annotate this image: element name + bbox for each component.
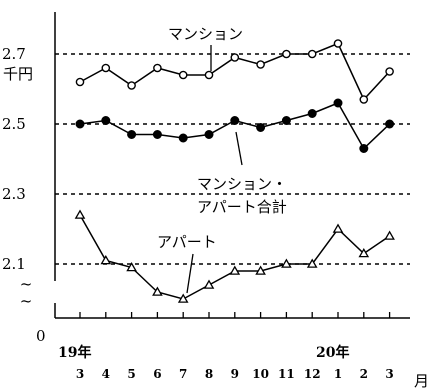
series-line [79, 214, 391, 300]
data-point [333, 39, 343, 48]
data-point [74, 209, 86, 219]
data-point [204, 70, 214, 80]
data-point [307, 49, 317, 59]
x-tick-label: 11 [278, 367, 295, 381]
x-tick-label: 3 [76, 367, 84, 381]
data-point [256, 123, 266, 132]
data-point [229, 265, 241, 275]
series-line [79, 102, 391, 150]
series-label-total-line2: アパート合計 [197, 198, 287, 216]
data-point [333, 98, 343, 108]
y-axis-break-mark: ~ [20, 292, 33, 310]
data-point [100, 254, 112, 265]
x-tick-label: 10 [252, 367, 269, 381]
x-tick-label: 5 [127, 367, 135, 381]
data-point [358, 247, 370, 258]
data-point [307, 109, 317, 118]
data-point [281, 116, 291, 125]
data-point [101, 63, 111, 73]
data-point [203, 279, 215, 289]
series-2 [75, 98, 395, 153]
data-point [281, 258, 292, 268]
data-point [384, 230, 395, 240]
y-axis-break-mark: ~ [20, 275, 33, 293]
data-point [204, 130, 214, 139]
data-point [127, 81, 136, 90]
y-tick-label: 2.7 [2, 45, 26, 63]
x-tick-label: 2 [360, 367, 368, 381]
data-point [178, 70, 188, 80]
data-point [178, 133, 188, 143]
x-tick-label: 12 [304, 367, 321, 381]
data-point [152, 286, 163, 296]
leader-line [235, 131, 243, 166]
series-1 [75, 39, 394, 104]
series-label-mansion: マンション [168, 25, 243, 43]
x-tick-label: 6 [153, 367, 161, 381]
x-tick-label: 8 [205, 367, 213, 381]
series-label-apart: アパート [157, 233, 217, 251]
x-tick-label: 9 [231, 367, 239, 381]
data-point [126, 261, 137, 272]
data-point [152, 130, 162, 139]
y-tick-label: 2.3 [2, 185, 26, 203]
data-point [385, 119, 395, 129]
data-point [153, 63, 162, 73]
y-axis-unit: 千円 [3, 65, 33, 83]
data-point [127, 130, 137, 139]
data-point [75, 119, 85, 129]
data-point [359, 144, 369, 153]
data-point [101, 116, 111, 125]
y-tick-label-zero: 0 [36, 327, 46, 345]
x-tick-label: 7 [179, 367, 187, 381]
data-point [177, 293, 189, 303]
data-point [256, 60, 265, 69]
data-point [359, 95, 369, 104]
data-point [230, 116, 240, 125]
x-tick-label: 3 [385, 367, 393, 381]
data-point [75, 77, 85, 87]
data-point [306, 258, 318, 268]
series-line [79, 42, 391, 101]
data-point [230, 53, 240, 62]
y-tick-label: 2.1 [2, 255, 26, 273]
data-point [282, 49, 291, 59]
axes: ~~ [20, 12, 410, 319]
series-label-total-line1: マンション・ [197, 175, 287, 193]
year-label: 19年 [58, 344, 91, 361]
leader-line [186, 253, 194, 294]
data-point [255, 265, 266, 275]
x-tick-label: 4 [102, 367, 110, 381]
year-label: 20年 [316, 344, 349, 361]
x-tick-label: 1 [334, 367, 342, 381]
data-point [332, 223, 344, 233]
series-3 [74, 209, 395, 303]
series-layer [74, 39, 395, 303]
data-point [385, 67, 394, 76]
y-tick-label: 2.5 [2, 115, 26, 133]
x-axis-unit: 月 [414, 372, 429, 388]
